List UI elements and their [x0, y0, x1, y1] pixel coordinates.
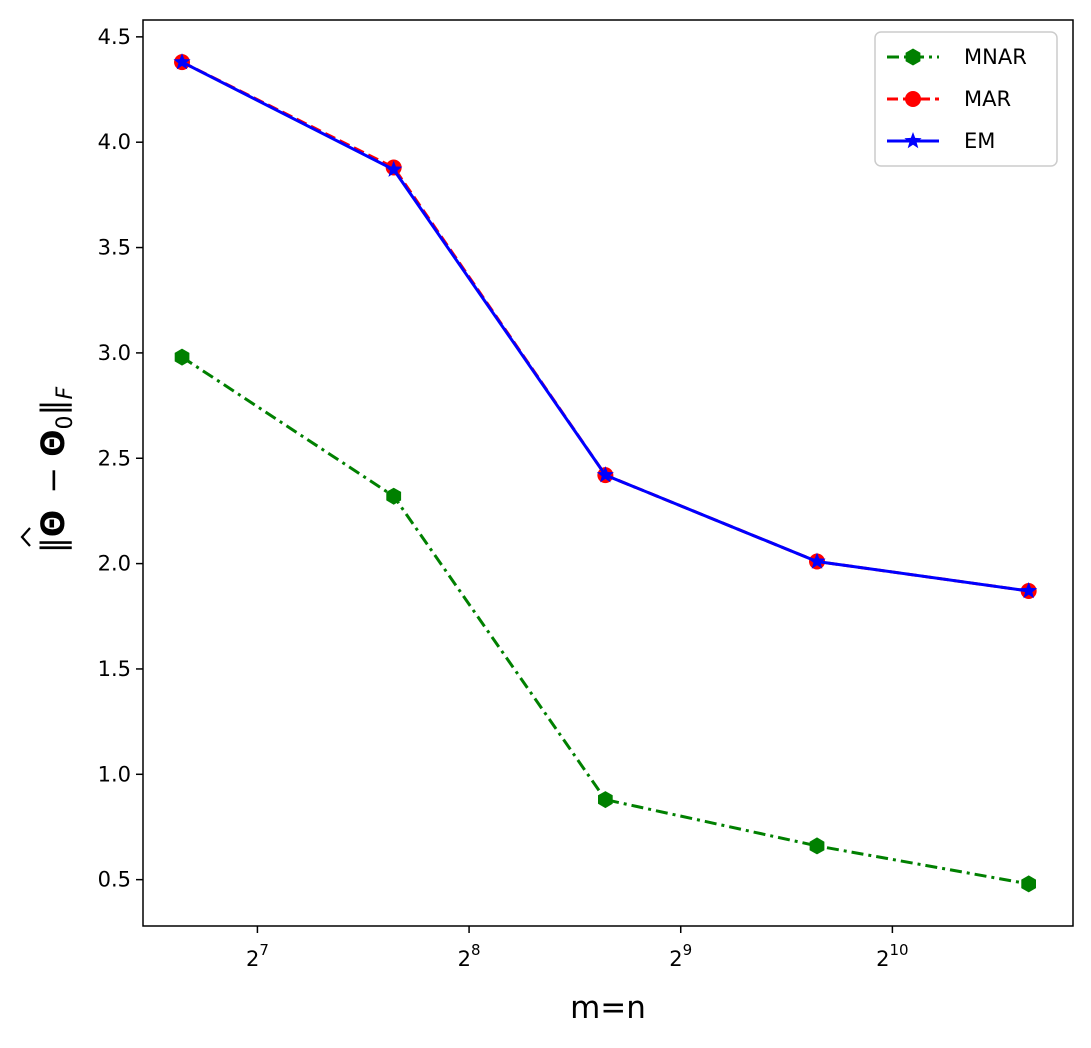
- y-tick-label: 0.5: [98, 868, 131, 892]
- legend-marker-mar: [905, 91, 921, 107]
- y-tick-label: 1.0: [98, 762, 131, 786]
- svg-text:‖Θ − Θ0‖F: ‖Θ − Θ0‖F: [34, 387, 78, 554]
- y-tick-label: 1.5: [98, 657, 131, 681]
- legend-label-mar: MAR: [964, 87, 1011, 111]
- legend-label-em: EM: [964, 129, 995, 153]
- legend: MNAR MAR EM: [875, 32, 1057, 166]
- y-tick-label: 2.0: [98, 552, 131, 576]
- y-tick-label: 2.5: [98, 446, 131, 470]
- y-tick-label: 4.5: [98, 25, 131, 49]
- y-tick-label: 4.0: [98, 130, 131, 154]
- x-axis-title: m=n: [570, 990, 646, 1026]
- legend-label-mnar: MNAR: [964, 45, 1027, 69]
- y-tick-label: 3.5: [98, 236, 131, 260]
- y-tick-label: 3.0: [98, 341, 131, 365]
